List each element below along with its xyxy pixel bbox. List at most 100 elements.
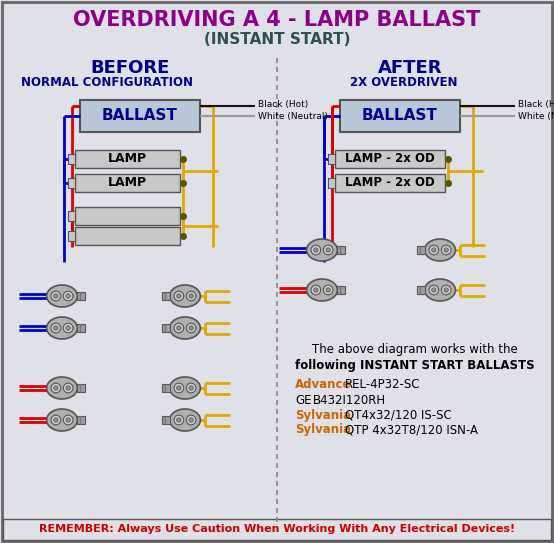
Ellipse shape bbox=[306, 239, 337, 261]
Circle shape bbox=[326, 288, 330, 292]
Text: LAMP: LAMP bbox=[108, 176, 147, 190]
Bar bbox=[75, 150, 180, 168]
Circle shape bbox=[314, 248, 318, 252]
Text: Black (Hot): Black (Hot) bbox=[258, 99, 308, 109]
Bar bbox=[328, 178, 335, 188]
Text: BALLAST: BALLAST bbox=[362, 109, 438, 123]
Ellipse shape bbox=[47, 317, 78, 339]
Circle shape bbox=[66, 326, 70, 330]
Circle shape bbox=[63, 383, 73, 393]
Circle shape bbox=[189, 326, 193, 330]
Text: White (Neutral): White (Neutral) bbox=[518, 111, 554, 121]
Bar bbox=[328, 154, 335, 164]
Text: OVERDRIVING A 4 - LAMP BALLAST: OVERDRIVING A 4 - LAMP BALLAST bbox=[73, 10, 481, 30]
Text: The above diagram works with the: The above diagram works with the bbox=[312, 344, 518, 357]
Circle shape bbox=[63, 291, 73, 301]
Bar bbox=[68, 231, 75, 241]
Bar bbox=[335, 150, 445, 168]
Ellipse shape bbox=[170, 285, 201, 307]
Bar bbox=[68, 154, 75, 164]
Bar bbox=[417, 286, 424, 294]
Text: LAMP: LAMP bbox=[108, 153, 147, 166]
Bar bbox=[335, 174, 445, 192]
Circle shape bbox=[442, 285, 451, 295]
Ellipse shape bbox=[170, 317, 201, 339]
Circle shape bbox=[54, 326, 58, 330]
Circle shape bbox=[66, 418, 70, 422]
Bar bbox=[80, 100, 200, 132]
Bar bbox=[68, 211, 75, 221]
Circle shape bbox=[174, 291, 184, 301]
Circle shape bbox=[429, 245, 439, 255]
Bar bbox=[75, 174, 180, 192]
Ellipse shape bbox=[170, 409, 201, 431]
Bar bbox=[78, 383, 85, 393]
Circle shape bbox=[189, 386, 193, 390]
Bar bbox=[340, 100, 460, 132]
Text: 2X OVERDRIVEN: 2X OVERDRIVEN bbox=[350, 77, 458, 90]
Circle shape bbox=[429, 285, 439, 295]
Text: Sylvania: Sylvania bbox=[295, 408, 351, 421]
Bar bbox=[162, 383, 170, 393]
Circle shape bbox=[444, 288, 448, 292]
Ellipse shape bbox=[47, 377, 78, 399]
Circle shape bbox=[66, 386, 70, 390]
Circle shape bbox=[54, 294, 58, 298]
Text: QT4x32/120 IS-SC: QT4x32/120 IS-SC bbox=[345, 408, 452, 421]
Circle shape bbox=[444, 248, 448, 252]
Text: BALLAST: BALLAST bbox=[102, 109, 178, 123]
Circle shape bbox=[51, 415, 61, 425]
Circle shape bbox=[324, 285, 333, 295]
Text: (INSTANT START): (INSTANT START) bbox=[204, 33, 350, 47]
Circle shape bbox=[432, 248, 436, 252]
Ellipse shape bbox=[47, 285, 78, 307]
Circle shape bbox=[326, 248, 330, 252]
Bar bbox=[162, 324, 170, 332]
Circle shape bbox=[311, 285, 321, 295]
Bar bbox=[3, 519, 551, 540]
Text: B432I120RH: B432I120RH bbox=[313, 394, 386, 407]
Bar bbox=[337, 245, 345, 255]
Circle shape bbox=[432, 288, 436, 292]
Text: LAMP - 2x OD: LAMP - 2x OD bbox=[345, 153, 435, 166]
Circle shape bbox=[177, 326, 181, 330]
Bar bbox=[162, 292, 170, 300]
Bar bbox=[337, 286, 345, 294]
Text: REMEMBER: Always Use Caution When Working With Any Electrical Devices!: REMEMBER: Always Use Caution When Workin… bbox=[39, 524, 515, 534]
Text: Black (Hot): Black (Hot) bbox=[518, 99, 554, 109]
Circle shape bbox=[63, 323, 73, 333]
Text: NORMAL CONFIGURATION: NORMAL CONFIGURATION bbox=[21, 77, 193, 90]
Bar bbox=[75, 207, 180, 225]
Circle shape bbox=[186, 323, 196, 333]
Text: following INSTANT START BALLASTS: following INSTANT START BALLASTS bbox=[295, 358, 535, 371]
Ellipse shape bbox=[47, 409, 78, 431]
Circle shape bbox=[189, 418, 193, 422]
Circle shape bbox=[186, 415, 196, 425]
Circle shape bbox=[174, 415, 184, 425]
Bar bbox=[68, 178, 75, 188]
Circle shape bbox=[324, 245, 333, 255]
Text: GE: GE bbox=[295, 394, 311, 407]
Text: Sylvania: Sylvania bbox=[295, 424, 351, 437]
Circle shape bbox=[177, 386, 181, 390]
Circle shape bbox=[63, 415, 73, 425]
Circle shape bbox=[66, 294, 70, 298]
Bar bbox=[78, 324, 85, 332]
Ellipse shape bbox=[424, 279, 455, 301]
Text: Advance: Advance bbox=[295, 378, 351, 392]
Text: BEFORE: BEFORE bbox=[90, 59, 170, 77]
Circle shape bbox=[186, 383, 196, 393]
Text: LAMP - 2x OD: LAMP - 2x OD bbox=[345, 176, 435, 190]
Text: REL-4P32-SC: REL-4P32-SC bbox=[345, 378, 420, 392]
Ellipse shape bbox=[424, 239, 455, 261]
Circle shape bbox=[51, 323, 61, 333]
Circle shape bbox=[177, 418, 181, 422]
Circle shape bbox=[442, 245, 451, 255]
Bar bbox=[78, 292, 85, 300]
Text: White (Neutral): White (Neutral) bbox=[258, 111, 328, 121]
Ellipse shape bbox=[306, 279, 337, 301]
Circle shape bbox=[54, 386, 58, 390]
Text: QTP 4x32T8/120 ISN-A: QTP 4x32T8/120 ISN-A bbox=[345, 424, 478, 437]
Bar bbox=[75, 227, 180, 245]
Circle shape bbox=[174, 383, 184, 393]
